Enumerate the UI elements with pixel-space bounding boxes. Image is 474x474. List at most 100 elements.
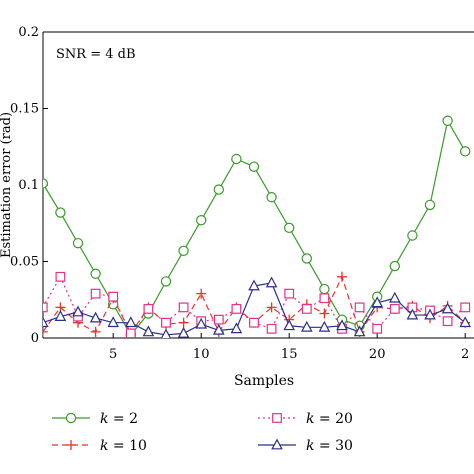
data-point-triangle [353, 325, 366, 337]
data-point-triangle [371, 296, 383, 308]
data-point-circle [389, 260, 400, 272]
data-point-square [284, 288, 295, 299]
data-point-triangle [301, 320, 313, 332]
y-tick-label: 0.1 [18, 178, 39, 193]
y-tick-label: 0 [31, 331, 39, 346]
data-point-triangle [89, 311, 102, 323]
y-tick-label: 0.05 [10, 255, 39, 270]
y-tick-label: 0.15 [10, 102, 39, 117]
data-point-circle [460, 146, 471, 157]
x-tick-label: 2 [461, 347, 469, 362]
data-point-plus [90, 326, 101, 337]
legend-item: k = 2 [52, 411, 138, 427]
data-point-circle [72, 237, 84, 249]
snr-annotation: SNR = 4 dB [56, 47, 136, 62]
data-point-plus [319, 308, 330, 319]
data-point-plus [43, 326, 48, 337]
data-point-circle [407, 230, 418, 241]
y-tick-label: 0.2 [18, 25, 39, 40]
x-tick-label: 5 [109, 347, 117, 362]
data-point-square [143, 304, 154, 314]
data-point-square [354, 302, 365, 313]
data-point-square [272, 413, 282, 423]
data-point-triangle [72, 305, 84, 317]
data-point-square [460, 302, 471, 313]
data-point-square [90, 288, 101, 299]
data-point-square [161, 317, 171, 328]
data-point-square [108, 291, 119, 302]
data-point-triangle [160, 328, 172, 338]
legend-item: k = 10 [52, 438, 147, 454]
data-point-square [231, 304, 242, 314]
legend-item: k = 20 [258, 411, 353, 427]
series-circle [43, 115, 471, 338]
data-point-triangle [124, 316, 137, 328]
data-point-circle [319, 283, 330, 295]
y-axis-label: Estimation error (rad) [0, 112, 14, 258]
data-point-triangle [142, 325, 155, 337]
data-point-plus [196, 288, 207, 299]
legend-label: k = 10 [100, 438, 147, 454]
data-point-square [249, 317, 259, 328]
data-point-square [301, 304, 312, 314]
data-point-square [389, 304, 400, 314]
data-point-square [125, 328, 136, 338]
data-point-plus [266, 302, 277, 313]
x-ticks: 5 10 15 20 2 [109, 333, 469, 362]
plot-axes [42, 31, 474, 339]
data-point-square [55, 271, 66, 282]
data-point-circle [65, 412, 77, 424]
data-point-triangle [271, 438, 283, 450]
data-point-circle [195, 214, 207, 226]
data-point-triangle [389, 291, 401, 303]
data-point-plus [66, 440, 76, 450]
data-point-triangle [406, 308, 419, 320]
data-point-circle [178, 245, 189, 256]
data-point-triangle [230, 322, 243, 334]
data-point-triangle [54, 310, 67, 321]
series-square [43, 271, 471, 338]
data-point-square [178, 302, 189, 313]
data-point-square [372, 323, 383, 334]
data-point-circle [160, 276, 172, 287]
data-point-triangle [283, 319, 295, 331]
data-point-circle [55, 207, 66, 218]
legend: k = 2 k = 10 k = 20 k = 30 [52, 411, 353, 454]
data-point-triangle [441, 302, 454, 314]
data-point-triangle [318, 320, 331, 332]
data-point-triangle [43, 316, 49, 328]
data-point-triangle [212, 323, 225, 335]
data-point-circle [231, 153, 242, 165]
data-point-circle [213, 184, 224, 195]
data-point-circle [301, 253, 312, 264]
data-point-circle [284, 222, 295, 234]
series-layer [43, 115, 471, 338]
x-axis-label: Samples [234, 373, 294, 389]
data-point-square [43, 302, 48, 313]
data-point-triangle [424, 308, 436, 320]
data-point-triangle [248, 279, 260, 291]
series-line [43, 119, 466, 336]
data-point-triangle [459, 316, 471, 328]
data-point-circle [43, 178, 48, 189]
data-point-triangle [195, 317, 208, 329]
x-tick-label: 15 [281, 347, 298, 362]
legend-label: k = 2 [100, 411, 138, 427]
legend-label: k = 30 [306, 438, 353, 454]
data-point-circle [90, 268, 101, 279]
data-point-plus [337, 271, 347, 282]
y-ticks: 0 0.05 0.1 0.15 0.2 [10, 25, 48, 346]
data-point-circle [424, 199, 436, 211]
data-point-circle [266, 192, 277, 203]
data-point-triangle [336, 319, 348, 331]
data-point-triangle [265, 276, 278, 288]
series-triangle [43, 276, 471, 338]
legend-label: k = 20 [306, 411, 353, 427]
data-point-square [213, 314, 224, 325]
data-point-triangle [177, 326, 190, 338]
legend-item: k = 30 [258, 438, 353, 454]
data-point-triangle [107, 316, 120, 328]
data-point-circle [248, 161, 260, 172]
x-tick-label: 10 [193, 347, 210, 362]
